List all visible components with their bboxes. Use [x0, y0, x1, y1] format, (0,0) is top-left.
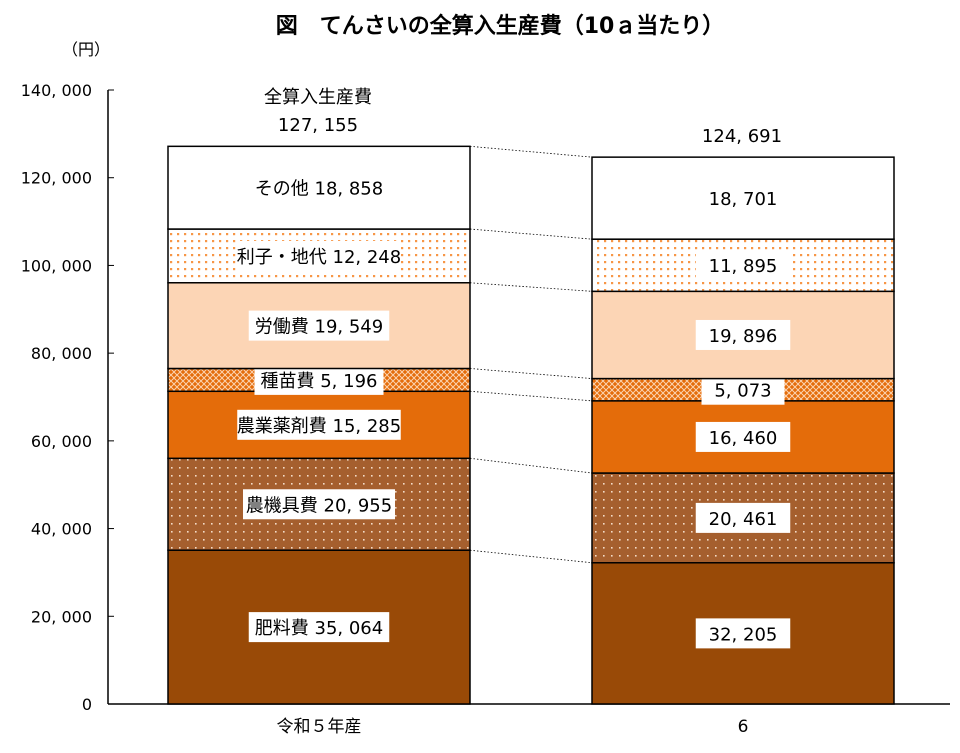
y-tick-label: 100, 000 [21, 256, 92, 275]
y-tick-label: 80, 000 [31, 344, 92, 363]
data-label: 19, 896 [709, 326, 778, 347]
data-label: 種苗費 5, 196 [261, 371, 378, 392]
data-label: 利子・地代 12, 248 [237, 247, 401, 268]
data-label-box [695, 250, 791, 281]
y-tick-label: 20, 000 [31, 607, 92, 626]
data-label-box [248, 310, 390, 341]
total-value: 124, 691 [702, 126, 782, 147]
data-label-box [237, 240, 401, 271]
data-label: 労働費 19, 549 [255, 317, 383, 338]
chart-title: 図 てんさいの全算入生産費（10ａ当たり） [276, 13, 725, 39]
y-tick-label: 120, 000 [21, 169, 92, 188]
data-label: 5, 073 [714, 381, 771, 402]
data-label: 肥料費 35, 064 [255, 618, 383, 639]
data-label-box [695, 421, 791, 452]
connector-line [469, 457, 593, 474]
y-tick-label: 140, 000 [21, 81, 92, 100]
connector-line [469, 282, 593, 292]
data-label-box [248, 172, 390, 203]
y-tick-label: 40, 000 [31, 520, 92, 539]
data-label-box [695, 618, 791, 649]
data-label: その他 18, 858 [255, 179, 383, 200]
total-label: 全算入生産費 [264, 87, 372, 108]
connector-line [469, 228, 593, 240]
data-label-box [243, 489, 395, 520]
data-label: 16, 460 [709, 428, 778, 449]
connector-line [469, 145, 593, 158]
y-tick-label: 60, 000 [31, 432, 92, 451]
data-label: 32, 205 [709, 624, 778, 645]
x-tick-label: 令和５年産 [277, 717, 362, 737]
x-tick-label: 6 [738, 717, 749, 737]
data-label-box [695, 183, 791, 214]
data-label-box [695, 319, 791, 350]
connector-line [469, 390, 593, 402]
y-tick-label: 0 [82, 695, 92, 714]
data-label-box [237, 409, 401, 440]
data-label-box [701, 374, 785, 405]
data-label-box [248, 612, 390, 643]
data-label: 11, 895 [709, 256, 778, 277]
connector-line [469, 368, 593, 379]
data-label: 農機具費 20, 955 [246, 495, 392, 516]
connector-line [469, 549, 593, 564]
total-value: 127, 155 [278, 115, 358, 136]
data-label: 農業薬剤費 15, 285 [237, 416, 401, 437]
y-axis-unit: （円） [62, 40, 110, 59]
data-label: 20, 461 [709, 509, 778, 530]
data-label-box [695, 502, 791, 533]
data-label: 18, 701 [709, 189, 778, 210]
data-label-box [254, 364, 384, 395]
